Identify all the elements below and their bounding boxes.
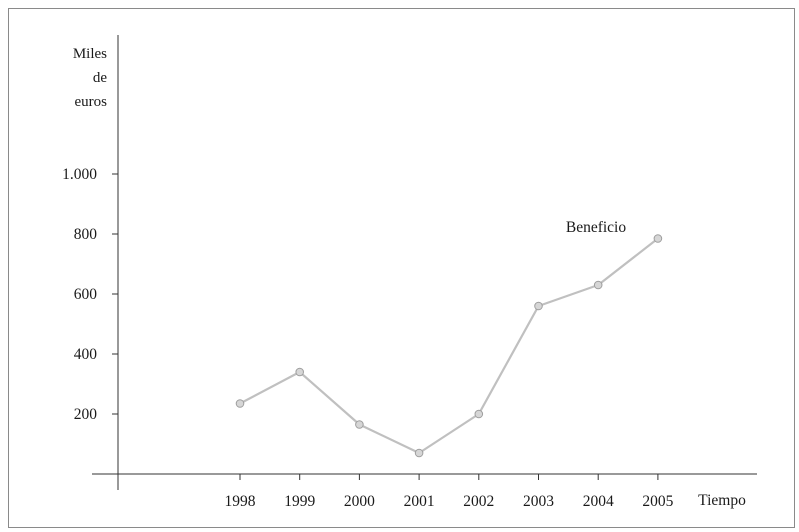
x-axis-label: Tiempo <box>698 492 746 509</box>
x-tick-label: 2001 <box>404 493 435 510</box>
data-point <box>653 234 663 243</box>
x-tick-label: 1998 <box>225 493 256 510</box>
data-point <box>593 280 603 290</box>
y-axis-label-line: de <box>93 70 108 86</box>
x-tick-label: 2003 <box>523 493 554 510</box>
data-point <box>474 409 484 419</box>
x-axis-ticks: 1998 1999 2000 2001 2002 2003 2004 2005 <box>225 474 674 510</box>
data-point <box>235 399 245 408</box>
data-point <box>355 420 364 429</box>
axes <box>92 35 757 490</box>
x-tick-label: 2000 <box>344 493 375 510</box>
series-beneficio <box>235 234 663 458</box>
y-tick-label: 600 <box>74 286 98 303</box>
y-axis-ticks: 200 400 600 800 1.000 <box>62 166 118 423</box>
series-label-beneficio: Beneficio <box>566 219 627 236</box>
y-axis-label: Miles de euros <box>73 46 108 110</box>
y-axis-label-line: euros <box>75 94 108 110</box>
data-point <box>295 367 305 377</box>
chart-frame <box>8 8 795 528</box>
series-line <box>239 237 659 455</box>
data-point <box>414 448 424 458</box>
x-tick-label: 2005 <box>642 493 673 510</box>
data-point <box>534 301 543 311</box>
y-axis-label-line: Miles <box>73 46 107 62</box>
y-tick-label: 1.000 <box>62 166 97 183</box>
y-tick-label: 400 <box>74 346 98 363</box>
x-tick-label: 1999 <box>284 493 315 510</box>
y-tick-label: 200 <box>74 406 98 423</box>
x-tick-label: 2002 <box>463 493 494 510</box>
x-tick-label: 2004 <box>583 493 614 510</box>
y-tick-label: 800 <box>74 226 98 243</box>
